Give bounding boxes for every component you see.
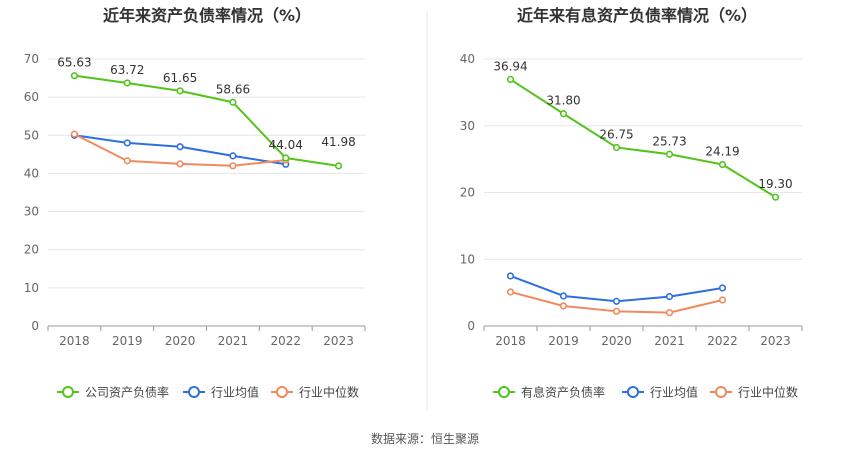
legend-label[interactable]: 有息资产负债率 [521,385,605,400]
data-label: 19.30 [758,177,792,191]
data-point [612,307,621,315]
y-tick-label: 50 [24,128,39,142]
series-line [510,275,723,303]
data-point [559,110,568,118]
data-label: 31.80 [546,94,580,108]
x-tick-label: 2023 [760,334,791,348]
x-tick-label: 2020 [601,334,632,348]
y-tick-label: 40 [460,52,475,66]
series-line [74,74,339,167]
data-label: 58.66 [216,82,250,96]
data-point [559,292,568,300]
data-point [123,157,131,165]
legend-item-company[interactable]: 公司资产负债率 [57,385,169,400]
data-point [229,98,237,106]
legend-swatch-marker[interactable] [188,386,200,398]
data-point [176,143,184,151]
legend-swatch-marker[interactable] [276,386,288,398]
legend-item-company[interactable]: 有息资产负债率 [493,385,605,400]
legend-item-median[interactable]: 行业中位数 [710,385,798,400]
chart-panel-1: 近年来资产负债率情况（%） 0 10 20 30 40 50 60 70 2018 2019 2020… [24,6,366,400]
y-tick-label: 40 [24,166,39,180]
data-label: 61.65 [163,71,197,85]
data-label: 36.94 [493,59,527,73]
x-tick-label: 2022 [707,334,738,348]
legend-item-median[interactable]: 行业中位数 [271,385,359,400]
chart-title: 近年来有息资产负债率情况（%） [517,6,757,25]
x-tick-label: 2023 [323,334,354,348]
data-label: 24.19 [705,145,739,159]
y-tick-label: 20 [24,243,39,257]
data-label: 65.63 [57,56,91,70]
x-tick-label: 2019 [112,334,143,348]
data-point [506,75,515,84]
data-point [282,154,290,162]
data-label: 44.04 [269,138,303,152]
data-point [229,152,237,160]
chart-title: 近年来资产负债率情况（%） [103,6,311,25]
y-tick-label: 10 [24,281,39,295]
y-tick-label: 0 [467,319,475,333]
x-tick-label: 2022 [270,334,301,348]
data-label: 63.72 [110,63,144,77]
data-point [123,79,131,87]
data-point [176,87,184,95]
data-point [506,288,515,296]
data-point [334,162,343,170]
y-tick-label: 30 [24,205,39,219]
data-source-note: 数据来源：恒生聚源 [370,432,479,446]
data-point [506,272,515,280]
legend-label[interactable]: 行业均值 [211,385,259,400]
x-tick-label: 2018 [495,334,526,348]
x-tick-label: 2018 [59,334,90,348]
legend-item-avg[interactable]: 行业均值 [183,385,259,400]
data-label: 41.98 [321,135,355,149]
y-tick-label: 0 [31,319,39,333]
y-tick-label: 10 [460,252,475,266]
data-point [123,139,131,147]
x-tick-label: 2021 [218,334,249,348]
legend-swatch-marker[interactable] [62,386,74,398]
series-company: 65.63 63.72 61.65 58.66 44.04 41.98 [57,56,356,170]
data-point [771,193,780,201]
data-point [718,296,727,304]
data-point [665,293,674,301]
legend-label[interactable]: 公司资产负债率 [85,385,169,400]
legend-swatch-marker[interactable] [715,386,727,398]
y-tick-label: 20 [460,186,475,200]
data-point [559,302,568,310]
data-point [665,309,674,317]
data-point [665,150,674,158]
data-label: 26.75 [599,127,633,141]
legend-label[interactable]: 行业均值 [650,385,698,400]
legend-label[interactable]: 行业中位数 [299,385,359,400]
x-tick-label: 2021 [654,334,685,348]
x-tick-label: 2020 [165,334,196,348]
legend-label[interactable]: 行业中位数 [738,385,798,400]
legend-swatch-marker[interactable] [498,386,510,398]
legend-item-avg[interactable]: 行业均值 [622,385,698,400]
series-avg [506,272,727,305]
data-point [70,72,79,80]
chart-panel-2: 近年来有息资产负债率情况（%） 0 10 20 30 40 2018 2019 2020 2021… [460,6,803,400]
data-label: 25.73 [652,134,686,148]
data-point [229,162,237,170]
data-point [718,160,727,169]
y-tick-label: 30 [460,119,475,133]
y-tick-label: 70 [24,52,39,66]
series-line [509,78,777,199]
data-point [612,143,621,152]
y-tick-label: 60 [24,90,39,104]
data-point [70,130,79,138]
data-point [612,297,621,305]
data-point [718,284,727,292]
x-tick-label: 2019 [548,334,579,348]
series-median [506,288,727,317]
data-point [176,160,184,168]
legend-swatch-marker[interactable] [627,386,639,398]
series-company: 36.94 31.80 26.75 25.73 24.19 19.30 [493,59,793,201]
